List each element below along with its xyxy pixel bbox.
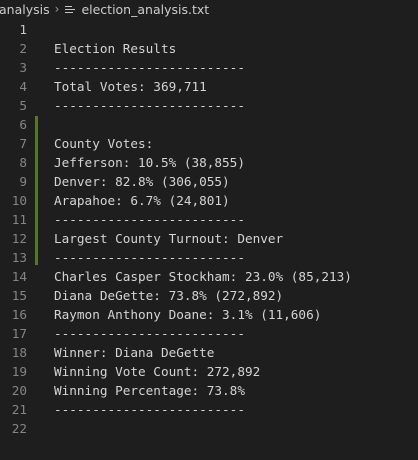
code-line[interactable]: 15 Diana DeGette: 73.8% (272,892) xyxy=(0,286,418,305)
line-number: 7 xyxy=(19,136,27,151)
chevron-right-icon: › xyxy=(54,2,60,16)
code-line[interactable]: 13 ------------------------- xyxy=(0,248,418,267)
line-text: ------------------------- xyxy=(54,98,245,113)
breadcrumb: analysis › election_analysis.txt xyxy=(0,0,418,18)
line-number: 1 xyxy=(19,22,27,37)
line-number: 8 xyxy=(19,155,27,170)
line-text: Charles Casper Stockham: 23.0% (85,213) xyxy=(54,269,352,284)
line-number: 10 xyxy=(11,193,27,208)
line-text: Winning Percentage: 73.8% xyxy=(54,383,245,398)
line-number: 11 xyxy=(11,212,27,227)
line-number: 14 xyxy=(11,269,27,284)
line-text: Denver: 82.8% (306,055) xyxy=(54,174,230,189)
line-number: 20 xyxy=(11,383,27,398)
line-text: ------------------------- xyxy=(54,60,245,75)
line-text: Winner: Diana DeGette xyxy=(54,345,215,360)
code-line[interactable]: 19 Winning Vote Count: 272,892 xyxy=(0,362,418,381)
code-line[interactable]: 9 Denver: 82.8% (306,055) xyxy=(0,172,418,191)
line-text: ------------------------- xyxy=(54,250,245,265)
line-number: 9 xyxy=(19,174,27,189)
line-number: 4 xyxy=(19,79,27,94)
code-line[interactable]: 14 Charles Casper Stockham: 23.0% (85,213… xyxy=(0,267,418,286)
code-line[interactable]: 11 ------------------------- xyxy=(0,210,418,229)
line-number: 21 xyxy=(11,402,27,417)
text-file-icon xyxy=(65,4,76,14)
code-line[interactable]: 4 Total Votes: 369,711 xyxy=(0,77,418,96)
code-line[interactable]: 16 Raymon Anthony Doane: 3.1% (11,606) xyxy=(0,305,418,324)
code-line[interactable]: 7 County Votes: xyxy=(0,134,418,153)
line-number: 16 xyxy=(11,307,27,322)
line-text: Diana DeGette: 73.8% (272,892) xyxy=(54,288,284,303)
line-text: Election Results xyxy=(54,41,177,56)
line-number: 15 xyxy=(11,288,27,303)
code-line[interactable]: 8 Jefferson: 10.5% (38,855) xyxy=(0,153,418,172)
line-number: 3 xyxy=(19,60,27,75)
code-line[interactable]: 18 Winner: Diana DeGette xyxy=(0,343,418,362)
line-text: Winning Vote Count: 272,892 xyxy=(54,364,261,379)
code-line[interactable]: 6 xyxy=(0,115,418,134)
code-line[interactable]: 1 xyxy=(0,20,418,39)
line-number: 13 xyxy=(11,250,27,265)
code-line[interactable]: 17 ------------------------- xyxy=(0,324,418,343)
code-line[interactable]: 21 ------------------------- xyxy=(0,400,418,419)
line-text: Largest County Turnout: Denver xyxy=(54,231,284,246)
line-number: 17 xyxy=(11,326,27,341)
line-text: County Votes: xyxy=(54,136,154,151)
line-text: ------------------------- xyxy=(54,326,245,341)
code-line[interactable]: 12 Largest County Turnout: Denver xyxy=(0,229,418,248)
editor[interactable]: 1 2 Election Results 3 ---------------------… xyxy=(0,20,418,460)
breadcrumb-file[interactable]: election_analysis.txt xyxy=(81,1,210,17)
code-line[interactable]: 22 xyxy=(0,419,418,438)
line-number: 6 xyxy=(19,117,27,132)
code-line[interactable]: 10 Arapahoe: 6.7% (24,801) xyxy=(0,191,418,210)
code-line[interactable]: 20 Winning Percentage: 73.8% xyxy=(0,381,418,400)
line-number: 18 xyxy=(11,345,27,360)
line-number: 22 xyxy=(11,421,27,436)
modified-lines-indicator[interactable] xyxy=(35,116,38,265)
line-text: Jefferson: 10.5% (38,855) xyxy=(54,155,245,170)
line-text: Raymon Anthony Doane: 3.1% (11,606) xyxy=(54,307,322,322)
line-number: 19 xyxy=(11,364,27,379)
line-text: ------------------------- xyxy=(54,212,245,227)
breadcrumb-folder[interactable]: analysis xyxy=(0,1,50,17)
code-line[interactable]: 2 Election Results xyxy=(0,39,418,58)
line-text: ------------------------- xyxy=(54,402,245,417)
line-text: Total Votes: 369,711 xyxy=(54,79,207,94)
code-line[interactable]: 5 ------------------------- xyxy=(0,96,418,115)
line-number: 5 xyxy=(19,98,27,113)
line-number: 12 xyxy=(11,231,27,246)
line-text: Arapahoe: 6.7% (24,801) xyxy=(54,193,230,208)
line-number: 2 xyxy=(19,41,27,56)
code-line[interactable]: 3 ------------------------- xyxy=(0,58,418,77)
